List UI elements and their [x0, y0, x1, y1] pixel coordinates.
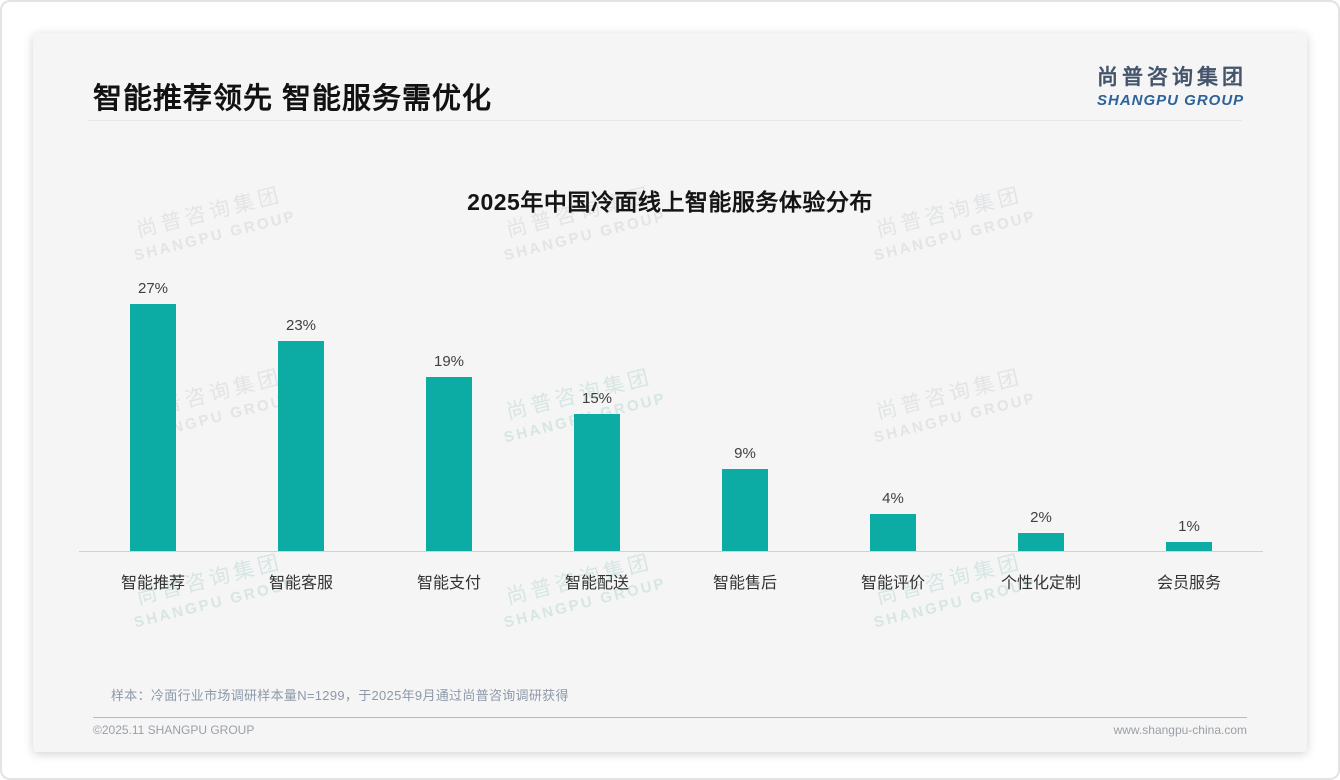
- logo-english-text: SHANGPU GROUP: [1097, 92, 1245, 109]
- title-divider: [88, 120, 1242, 121]
- bar-slot: 19%: [375, 353, 523, 551]
- bar: [722, 468, 768, 551]
- bar-slot: 9%: [671, 445, 819, 551]
- bar: [130, 303, 176, 551]
- bar-slot: 27%: [79, 280, 227, 551]
- bar-value-label: 4%: [882, 490, 904, 508]
- bar-value-label: 19%: [433, 353, 465, 371]
- logo-chinese-text: 尚普咨询集团: [1097, 66, 1247, 89]
- bar: [574, 413, 620, 551]
- company-logo: 尚普咨询集团 SHANGPU GROUP: [1097, 61, 1247, 109]
- category-label: 会员服务: [1156, 575, 1221, 592]
- category-label: 智能客服: [268, 575, 333, 592]
- bar-value-label: 1%: [1178, 517, 1200, 535]
- bar: [1018, 532, 1064, 551]
- bar-slot: 1%: [1115, 518, 1263, 551]
- bar-slot: 23%: [227, 317, 375, 551]
- bar-value-label: 2%: [1030, 508, 1052, 526]
- bar: [1166, 541, 1212, 551]
- footer-divider: [93, 717, 1247, 718]
- bar-value-label: 15%: [581, 389, 613, 407]
- footer-website: www.shangpu-china.com: [1113, 723, 1247, 737]
- category-label: 智能配送: [564, 575, 629, 592]
- bar: [426, 377, 472, 551]
- bar-slot: 2%: [967, 509, 1115, 551]
- bar-chart: 27% 23% 19% 15% 9% 4% 2% 1% 智能推荐 智能客服 智能支付 智能配送 智能售…: [79, 270, 1263, 593]
- bar-value-label: 23%: [285, 316, 317, 334]
- sample-note: 样本：冷面行业市场调研样本量N=1299，于2025年9月通过尚普咨询调研获得: [111, 688, 569, 703]
- chart-title: 2025年中国冷面线上智能服务体验分布: [467, 189, 873, 215]
- bar-value-label: 9%: [734, 444, 756, 462]
- footer: ©2025.11 SHANGPU GROUP www.shangpu-china…: [93, 723, 1247, 737]
- bar-slot: 15%: [523, 390, 671, 551]
- category-label: 智能推荐: [120, 575, 185, 592]
- bar-slot: 4%: [819, 490, 967, 551]
- chart-category-axis: 智能推荐 智能客服 智能支付 智能配送 智能售后 智能评价 个性化定制 会员服务: [79, 552, 1263, 593]
- bar: [278, 340, 324, 551]
- chart-plot-area: 27% 23% 19% 15% 9% 4% 2% 1%: [79, 270, 1263, 552]
- header: 智能推荐领先 智能服务需优化 尚普咨询集团 SHANGPU GROUP: [93, 61, 1247, 117]
- category-label: 智能售后: [712, 575, 777, 592]
- category-label: 个性化定制: [1000, 575, 1081, 592]
- category-label: 智能评价: [860, 575, 925, 592]
- footer-copyright: ©2025.11 SHANGPU GROUP: [93, 723, 255, 737]
- bar: [870, 514, 916, 551]
- category-label: 智能支付: [416, 575, 481, 592]
- page-title: 智能推荐领先 智能服务需优化: [93, 83, 493, 115]
- slide-card: 尚普咨询集团 SHANGPU GROUP 尚普咨询集团 SHANGPU GROUP 尚普…: [33, 33, 1307, 752]
- bar-value-label: 27%: [137, 279, 169, 297]
